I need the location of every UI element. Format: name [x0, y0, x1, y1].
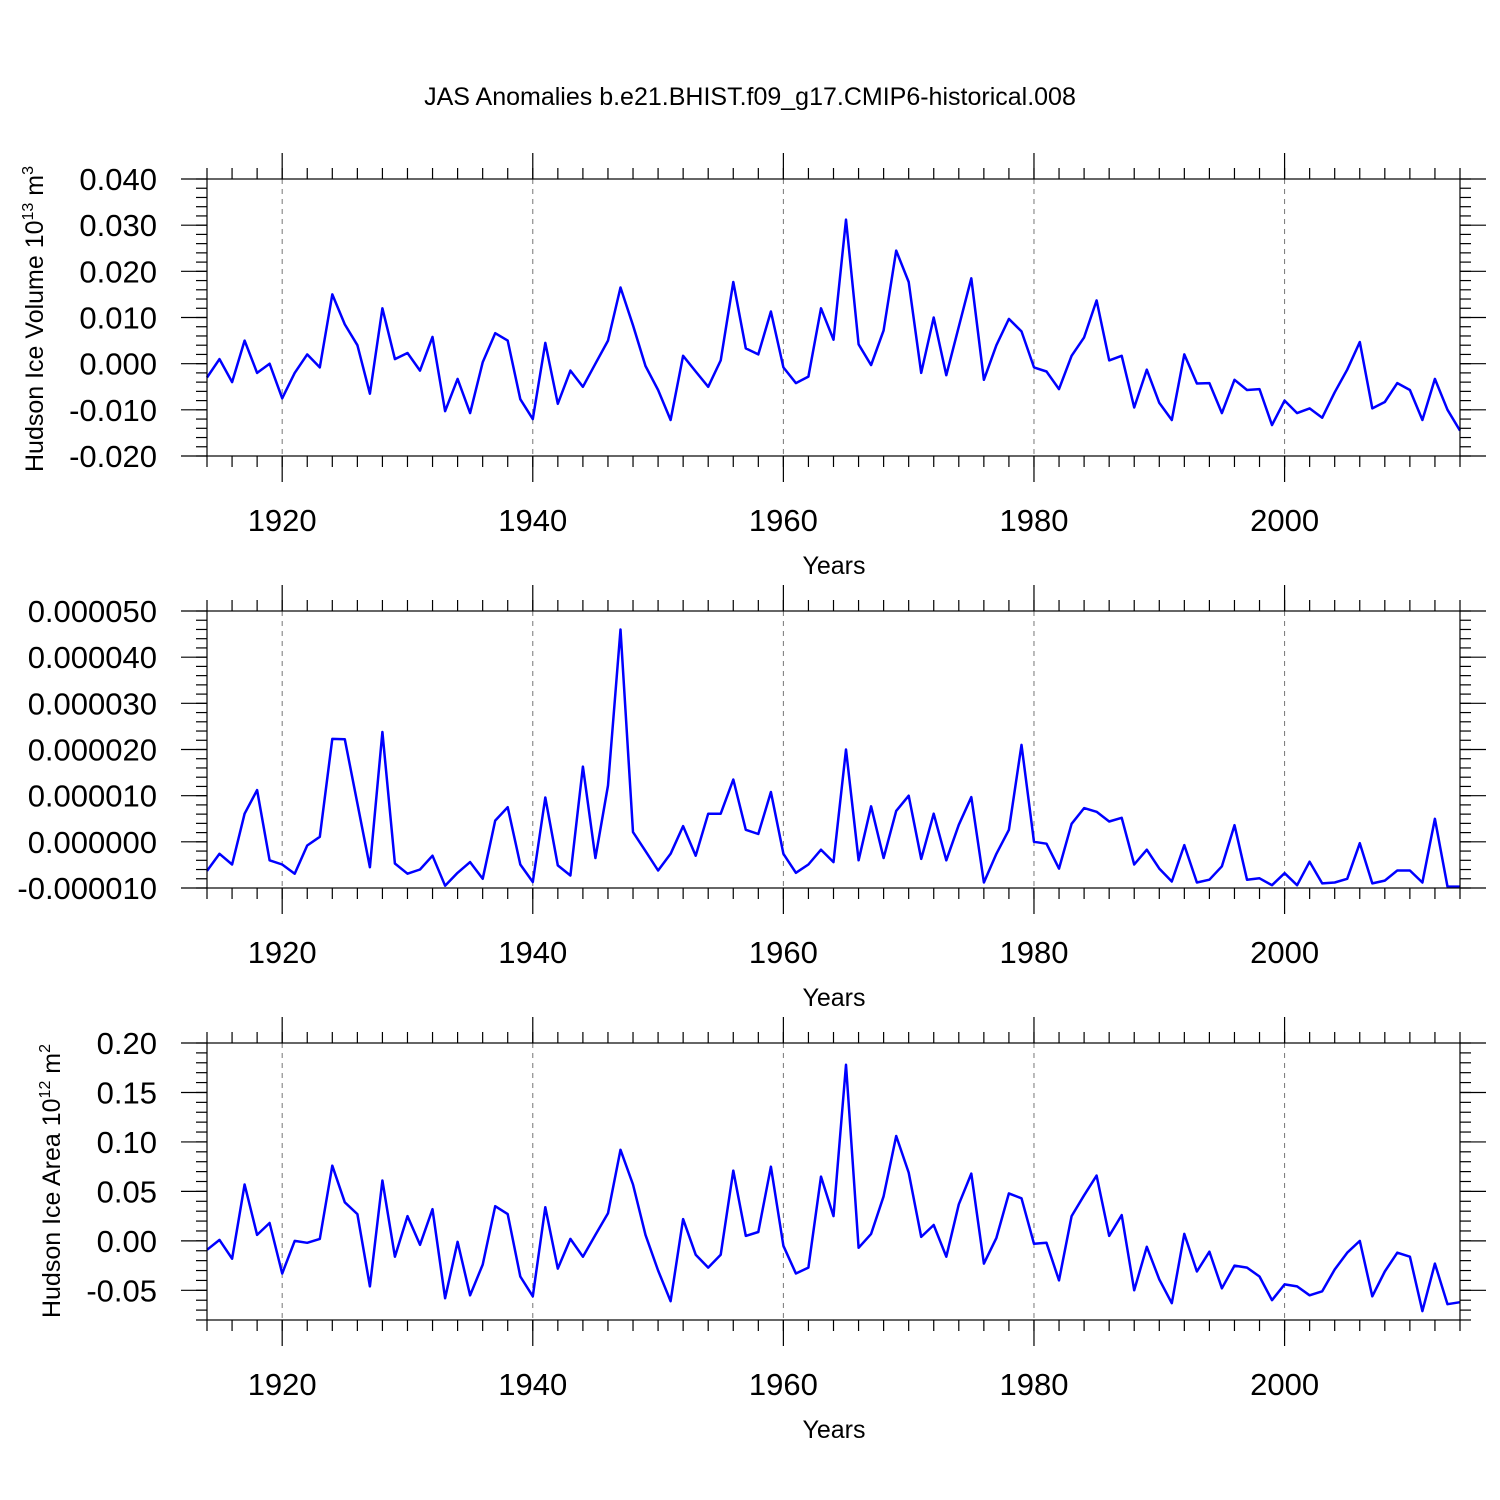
y-tick-label: 0.000050 [28, 594, 157, 629]
y-tick-label: 0.10 [97, 1125, 157, 1160]
y-tick-label: 0.000000 [28, 825, 157, 860]
x-tick-label: 1960 [749, 935, 818, 970]
y-axis-label: Hudson Ice Area 1012 m2 [37, 1044, 66, 1318]
y-tick-label: -0.000010 [17, 871, 157, 906]
y-tick-label: 0.000020 [28, 733, 157, 768]
y-tick-label: 0.05 [97, 1174, 157, 1209]
x-tick-label: 2000 [1250, 1367, 1319, 1402]
y-tick-label: 0.040 [79, 162, 157, 197]
y-axis-label-text: Hudson Ice Volume 10 [21, 220, 49, 472]
y-tick-label: 0.20 [97, 1026, 157, 1061]
y-axis-label-unit-exponent: 2 [37, 1044, 54, 1053]
plot-frame [206, 178, 1461, 457]
panel-ice-volume: Hudson Ice Volume 1013 m3 Years 1920 1940… [20, 153, 1486, 580]
y-tick-label: 0.020 [79, 254, 157, 289]
x-tick-label: 1920 [248, 1367, 317, 1402]
x-tick-label: 1960 [749, 1367, 818, 1402]
panel-anomaly: Years 1920 1940 1960 1980 2000 -0.000010 0.000… [17, 585, 1486, 1012]
x-axis-label: Years [802, 552, 865, 580]
plot-frame [206, 610, 1461, 889]
x-axis-label: Years [802, 984, 865, 1012]
x-tick-label: 1980 [999, 935, 1068, 970]
y-tick-label: -0.010 [69, 393, 157, 428]
y-axis-label: Hudson Ice Volume 1013 m3 [20, 166, 49, 472]
svg-text:Hudson Ice Volume 1013 m3: Hudson Ice Volume 1013 m3 [20, 166, 49, 472]
x-tick-label: 1940 [498, 935, 567, 970]
data-series-line [205, 218, 1462, 432]
plot-frame [206, 1042, 1461, 1321]
y-tick-label: 0.010 [79, 301, 157, 336]
data-series-line [206, 1063, 1461, 1313]
x-tick-label: 1960 [749, 503, 818, 538]
y-tick-label: 0.000 [79, 347, 157, 382]
y-tick-label: -0.020 [69, 439, 157, 474]
x-tick-label: 1920 [248, 935, 317, 970]
y-axis-label-unit: m [38, 1053, 66, 1081]
x-tick-label: 2000 [1250, 503, 1319, 538]
x-tick-label: 2000 [1250, 935, 1319, 970]
svg-text:Hudson Ice Area 1012 m2: Hudson Ice Area 1012 m2 [37, 1044, 66, 1318]
y-tick-label: 0.00 [97, 1224, 157, 1259]
y-axis-label-unit: m [21, 175, 49, 203]
chart-title: JAS Anomalies b.e21.BHIST.f09_g17.CMIP6-… [424, 83, 1076, 111]
y-tick-label: 0.000040 [28, 640, 157, 675]
x-tick-label: 1980 [999, 1367, 1068, 1402]
x-tick-label: 1980 [999, 503, 1068, 538]
x-axis-label: Years [802, 1416, 865, 1444]
data-series-line [205, 628, 1460, 888]
y-axis-label-exponent: 13 [20, 203, 37, 221]
y-axis-label-unit-exponent: 3 [20, 166, 37, 175]
x-tick-label: 1920 [248, 503, 317, 538]
x-tick-label: 1940 [498, 1367, 567, 1402]
y-tick-label: 0.000010 [28, 779, 157, 814]
y-tick-label: 0.000030 [28, 686, 157, 721]
y-axis-label-text: Hudson Ice Area 10 [38, 1098, 66, 1318]
y-tick-label: -0.05 [86, 1273, 157, 1308]
panel-ice-area: Hudson Ice Area 1012 m2 Years 1920 1940 19… [37, 1017, 1486, 1444]
y-tick-label: 0.15 [97, 1075, 157, 1110]
y-tick-label: 0.030 [79, 208, 157, 243]
y-axis-label-exponent: 12 [37, 1081, 54, 1099]
x-tick-label: 1940 [498, 503, 567, 538]
